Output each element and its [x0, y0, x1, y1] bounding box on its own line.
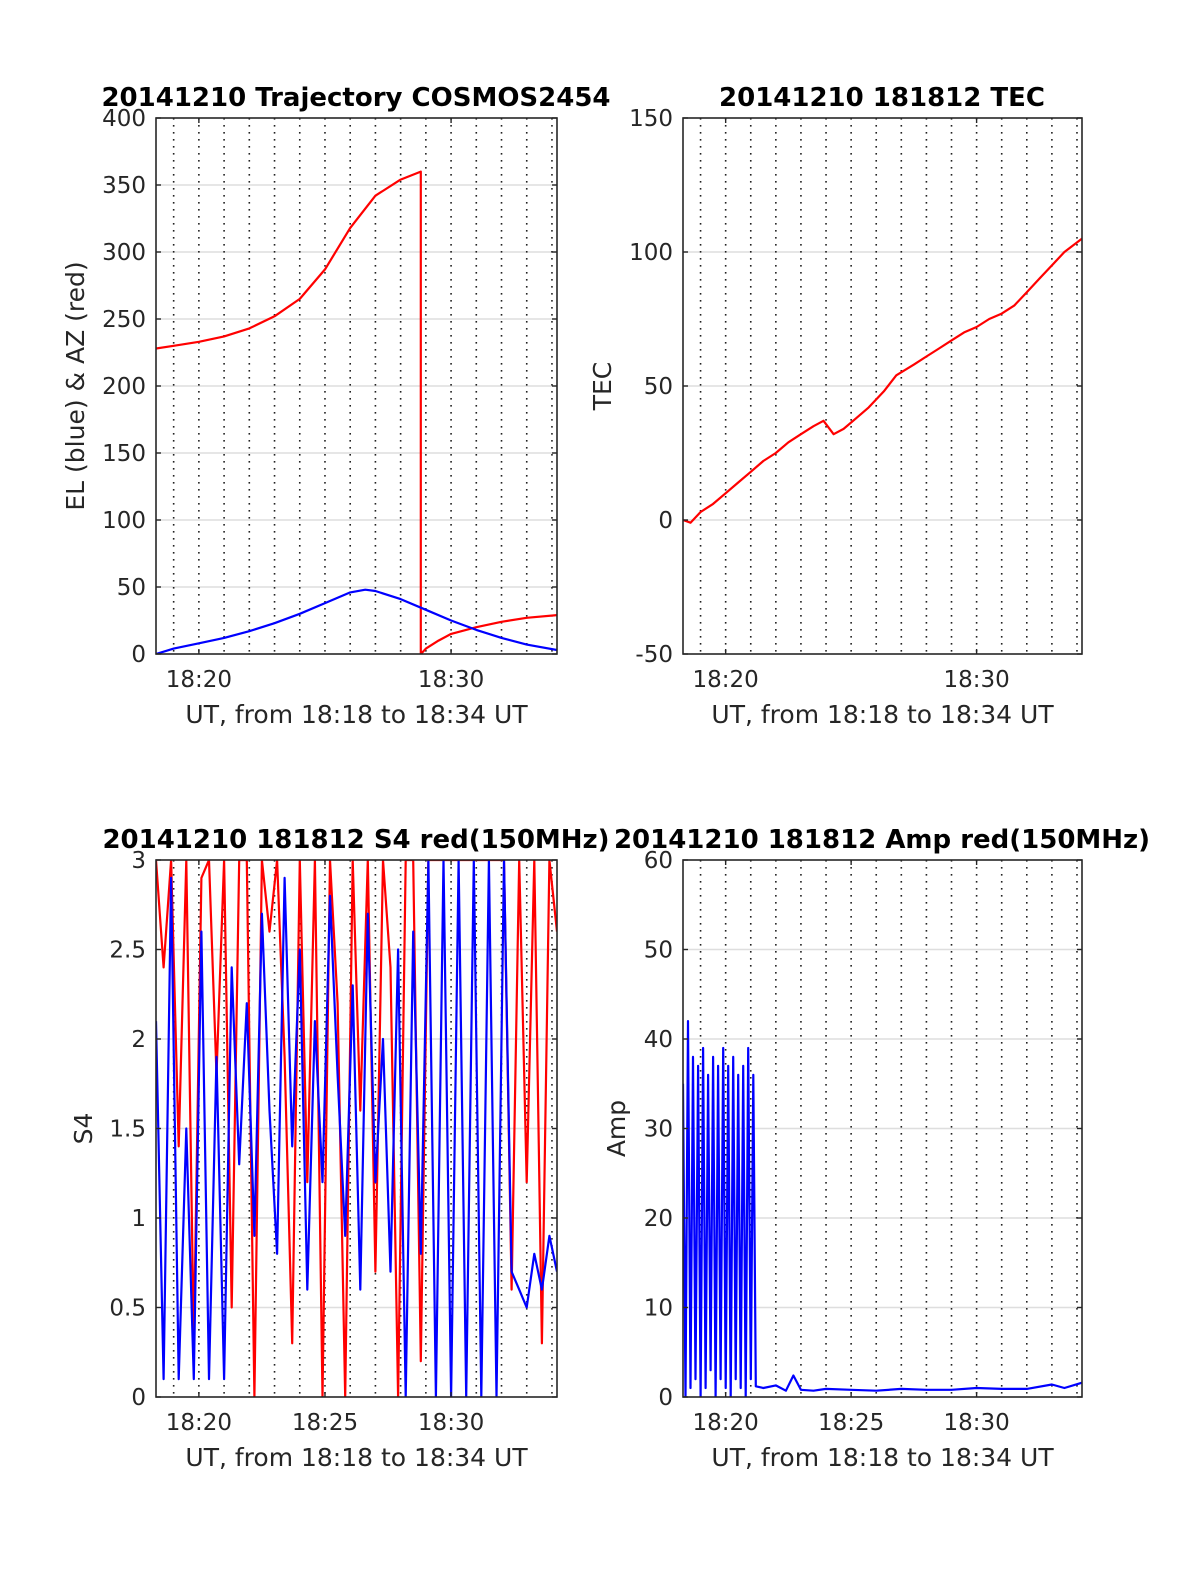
- y-tick-label: 2.5: [109, 938, 146, 964]
- x-tick-label: 18:30: [943, 1410, 1009, 1436]
- y-tick-label: 100: [102, 508, 146, 534]
- y-tick-label: 0: [131, 1385, 146, 1411]
- series-line-1: [156, 860, 557, 1397]
- series-line-1: [683, 237, 1082, 524]
- x-tick-label: 18:25: [818, 1410, 884, 1436]
- y-tick-label: 50: [117, 575, 146, 601]
- y-tick-label: 10: [644, 1296, 673, 1322]
- y-tick-label: 400: [102, 106, 146, 132]
- subplot-1: 0 50 100 150 200 250 300 350 400 18:20 18:30 201412…: [61, 83, 611, 729]
- y-tick-label: 0.5: [109, 1296, 146, 1322]
- plot-title: 20141210 181812 Amp red(150MHz): [614, 825, 1150, 855]
- x-tick-label: 18:30: [418, 1410, 484, 1436]
- y-tick-label: -50: [635, 642, 673, 668]
- x-tick-label: 18:20: [693, 667, 759, 693]
- x-tick-label: 18:20: [166, 667, 232, 693]
- y-tick-label: 30: [644, 1117, 673, 1143]
- y-tick-label: 2: [131, 1027, 146, 1053]
- x-tick-label: 18:20: [166, 1410, 232, 1436]
- y-tick-label: 0: [658, 1385, 673, 1411]
- y-tick-label: 1: [131, 1206, 146, 1232]
- x-axis-label: UT, from 18:18 to 18:34 UT: [185, 700, 528, 729]
- x-tick-label: 18:20: [693, 1410, 759, 1436]
- y-tick-label: 250: [102, 307, 146, 333]
- x-axis-label: UT, from 18:18 to 18:34 UT: [711, 1443, 1054, 1472]
- y-tick-label: 60: [644, 848, 673, 874]
- plot-title: 20141210 181812 TEC: [719, 83, 1045, 113]
- y-axis-label: S4: [69, 1113, 98, 1145]
- y-axis-label: EL (blue) & AZ (red): [61, 261, 90, 510]
- y-tick-label: 50: [644, 938, 673, 964]
- y-tick-label: 20: [644, 1206, 673, 1232]
- subplot-3: 0 0.5 1 1.5 2 2.5 3 18:20 18:25 18:30 20141210 181…: [69, 825, 610, 1472]
- y-axis-label: TEC: [588, 362, 617, 412]
- x-axis-label: UT, from 18:18 to 18:34 UT: [185, 1443, 528, 1472]
- plot-title: 20141210 181812 S4 red(150MHz): [102, 825, 609, 855]
- y-tick-label: 3: [131, 848, 146, 874]
- y-tick-label: 150: [629, 106, 673, 132]
- y-tick-label: 50: [644, 374, 673, 400]
- plot-title: 20141210 Trajectory COSMOS2454: [101, 83, 610, 113]
- series-line-2: [156, 860, 557, 1397]
- x-axis-label: UT, from 18:18 to 18:34 UT: [711, 700, 1054, 729]
- y-tick-label: 1.5: [109, 1117, 146, 1143]
- y-tick-label: 40: [644, 1027, 673, 1053]
- y-tick-label: 0: [658, 508, 673, 534]
- y-tick-label: 150: [102, 441, 146, 467]
- y-tick-label: 100: [629, 240, 673, 266]
- y-axis-label: Amp: [602, 1100, 631, 1157]
- subplot-4: 0 10 20 30 40 50 60 18:20 18:25 18:30 20141210 181…: [602, 825, 1150, 1472]
- x-tick-label: 18:30: [943, 667, 1009, 693]
- x-tick-label: 18:30: [418, 667, 484, 693]
- y-tick-label: 300: [102, 240, 146, 266]
- y-tick-label: 0: [131, 642, 146, 668]
- subplot-2: -50 0 50 100 150 18:20 18:30 20141210 181812 TE…: [588, 83, 1083, 729]
- x-tick-label: 18:25: [292, 1410, 358, 1436]
- y-tick-label: 350: [102, 173, 146, 199]
- series-line-2: [156, 588, 557, 654]
- series-line-1: [683, 1019, 1082, 1397]
- y-tick-label: 200: [102, 374, 146, 400]
